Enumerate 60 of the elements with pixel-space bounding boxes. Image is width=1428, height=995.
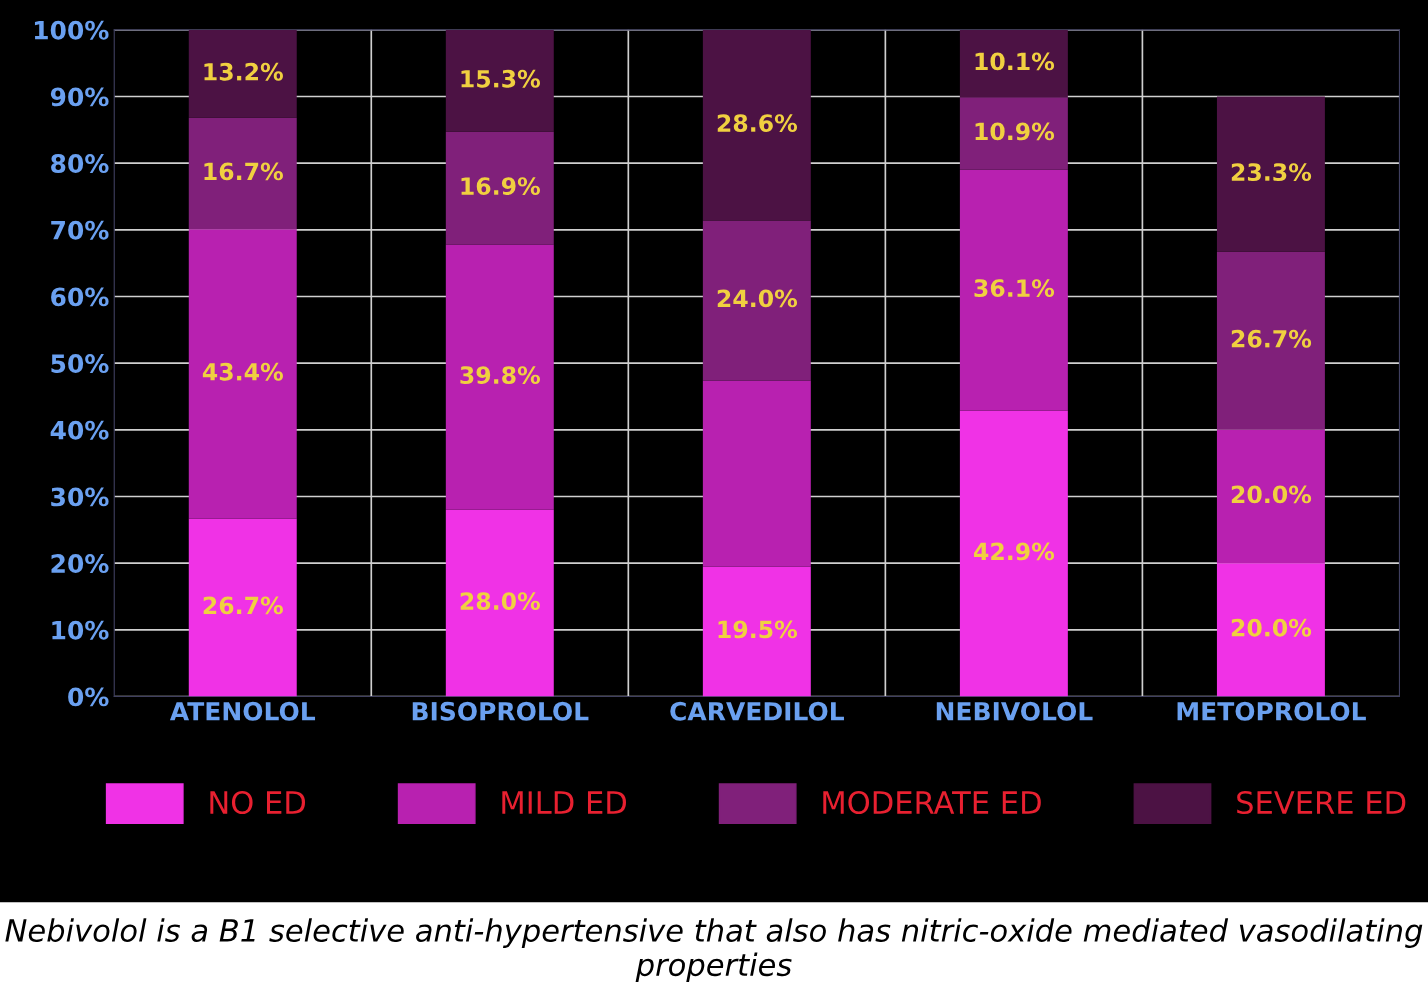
data-label: 24.0% bbox=[717, 289, 798, 308]
x-tick-label: METOPROLOL bbox=[1177, 701, 1366, 721]
y-tick-label: 40% bbox=[50, 420, 109, 440]
x-tick-label: BISOPROLOL bbox=[412, 701, 589, 721]
bar bbox=[188, 229, 297, 519]
bar bbox=[702, 380, 811, 567]
bar bbox=[702, 220, 811, 381]
y-tick-label: 0% bbox=[68, 687, 109, 707]
bar bbox=[188, 518, 297, 697]
data-label: 10.9% bbox=[975, 122, 1055, 141]
legend-label: NO ED bbox=[210, 790, 306, 815]
data-label: 13.2% bbox=[204, 62, 283, 81]
data-label: 28.0% bbox=[460, 592, 541, 611]
x-tick-label: ATENOLOL bbox=[169, 701, 316, 721]
text: Nebivolol is a B1 selective anti-hypertensive that also has nitric-oxide mediated vasodilating properties bbox=[5, 918, 1423, 983]
y-tick-label: 10% bbox=[52, 620, 109, 640]
bar bbox=[445, 131, 554, 245]
data-label: 42.9% bbox=[973, 542, 1055, 561]
y-tick-label: 20% bbox=[51, 554, 109, 574]
bar bbox=[1216, 96, 1325, 252]
data-label: 16.9% bbox=[461, 177, 541, 196]
bar bbox=[445, 244, 554, 510]
y-tick-label: 30% bbox=[51, 487, 109, 507]
bar bbox=[702, 29, 811, 221]
data-label: 43.4% bbox=[202, 362, 283, 381]
data-label: 36.1% bbox=[974, 279, 1055, 298]
data-label: 10.1% bbox=[975, 52, 1055, 71]
bar bbox=[959, 29, 1068, 98]
y-tick-label: 70% bbox=[51, 220, 109, 240]
y-tick-label: 50% bbox=[51, 354, 109, 374]
bar bbox=[188, 29, 297, 118]
data-label: 20.0% bbox=[1231, 485, 1312, 504]
y-tick-label: 100% bbox=[34, 20, 109, 40]
x-tick-label: CARVEDILOL bbox=[670, 701, 844, 721]
legend-label: SEVERE ED bbox=[1237, 790, 1406, 815]
data-label: 26.7% bbox=[1231, 329, 1312, 348]
data-label: 28.6% bbox=[717, 114, 798, 133]
bar bbox=[959, 169, 1068, 411]
bar bbox=[959, 410, 1068, 697]
bar bbox=[1216, 429, 1325, 564]
legend-label: MILD ED bbox=[502, 791, 627, 814]
y-tick-label: 90% bbox=[50, 87, 109, 107]
bar bbox=[1216, 251, 1325, 430]
data-label: 39.8% bbox=[460, 366, 541, 385]
bar bbox=[959, 97, 1068, 170]
bar bbox=[702, 566, 811, 697]
bar bbox=[445, 29, 554, 132]
bar bbox=[445, 509, 554, 697]
data-label: 16.7% bbox=[204, 162, 283, 181]
data-label: 20.0% bbox=[1231, 618, 1312, 637]
data-label: 26.7% bbox=[203, 596, 283, 615]
data-label: 23.3% bbox=[1231, 163, 1312, 182]
bar bbox=[188, 117, 297, 230]
data-label: 19.5% bbox=[718, 620, 798, 639]
y-tick-label: 80% bbox=[51, 154, 109, 174]
legend-label: MODERATE ED bbox=[823, 790, 1041, 815]
x-tick-label: NEBIVOLOL bbox=[936, 701, 1093, 721]
bar bbox=[1216, 563, 1325, 697]
y-tick-label: 60% bbox=[51, 287, 109, 307]
data-label: 15.3% bbox=[461, 69, 541, 88]
